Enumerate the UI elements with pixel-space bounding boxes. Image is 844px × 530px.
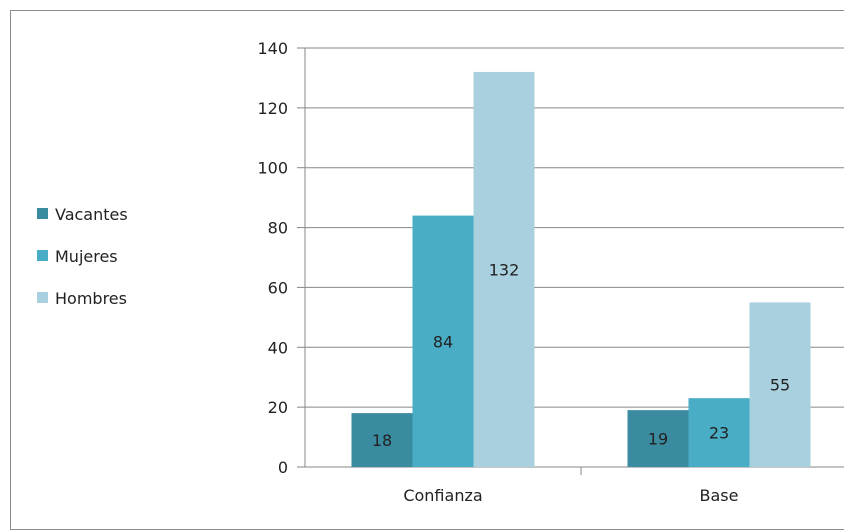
data-label: 23 [709,424,729,443]
data-label: 19 [648,430,668,449]
y-tick-label: 120 [257,99,288,118]
data-label: 132 [489,260,520,279]
x-tick-label: Confianza [403,486,482,505]
legend-label: Vacantes [55,205,128,224]
legend-swatch [37,208,48,219]
bar-hombres [473,71,535,467]
y-tick-label: 100 [257,159,288,178]
y-tick-label: 60 [268,278,288,297]
legend-label: Mujeres [55,247,118,266]
bar-vacantes [627,410,689,467]
data-label: 18 [372,431,392,450]
data-label: 55 [770,376,790,395]
y-tick-label: 40 [268,338,288,357]
bar-mujeres [412,215,474,467]
legend-swatch [37,292,48,303]
bar-mujeres [688,398,750,467]
legend-swatch [37,250,48,261]
bar-hombres [749,302,811,467]
y-tick-label: 80 [268,219,288,238]
x-tick-label: Base [700,486,739,505]
legend-label: Hombres [55,289,127,308]
y-tick-label: 20 [268,398,288,417]
bar-chart: 0 20 40 60 80 100 120 140 Confianza 18 84 132 Base 19… [37,39,844,505]
y-tick-label: 0 [278,458,288,477]
data-label: 84 [433,332,453,351]
y-tick-label: 140 [257,39,288,58]
bar-vacantes [351,413,413,467]
